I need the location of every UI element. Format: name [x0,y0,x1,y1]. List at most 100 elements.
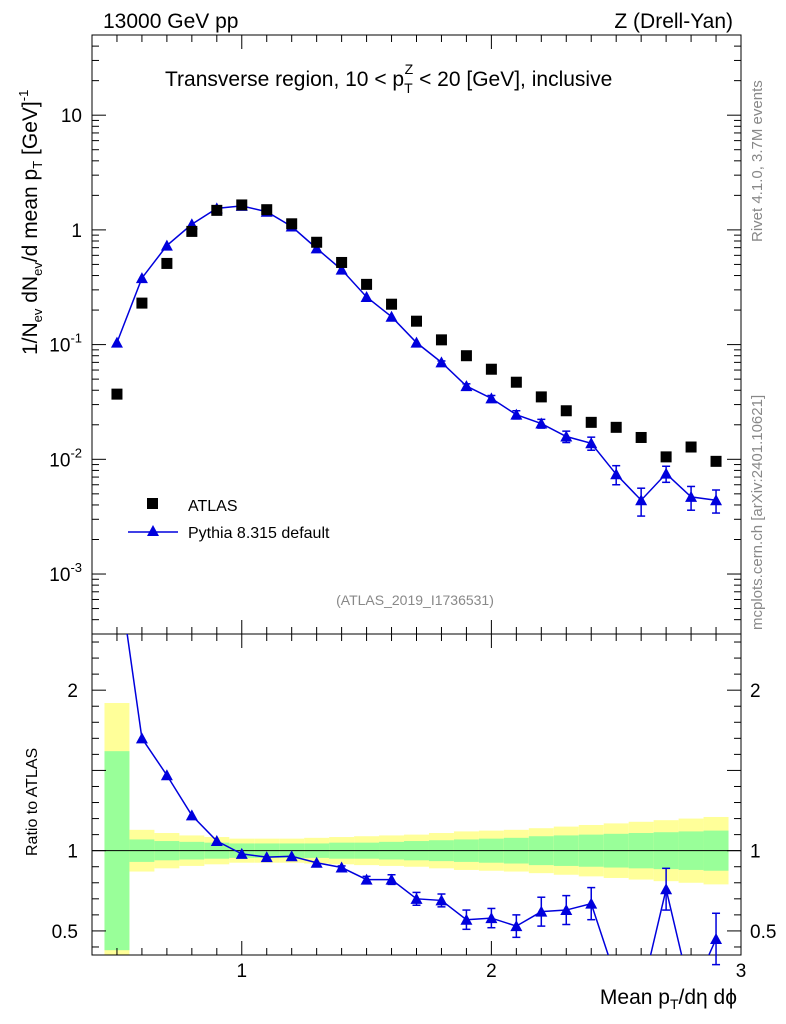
ratio-point [335,861,348,873]
plot-title: Transverse region, 10 < pTZ < 20 [GeV], … [165,61,612,96]
atlas-point [435,334,447,346]
atlas-point [111,388,123,400]
pythia-point [335,263,348,275]
pythia-point [160,239,173,251]
legend-atlas-marker [147,498,158,509]
ratio-point [135,732,148,744]
y-tick-label: 10-1 [49,331,82,357]
pythia-point [660,467,673,479]
pythia-point [385,310,398,322]
ratio-y-tick-label-left: 2 [67,681,78,702]
pythia-line [116,205,717,502]
atlas-point [161,257,173,269]
atlas-point [311,236,323,248]
pythia-point [135,272,148,284]
atlas-point [710,455,722,467]
ratio-point [560,904,573,916]
pythia-point [360,290,373,302]
y-tick-label: 10-3 [49,560,82,586]
ratio-axes: 1 2 30.5 0.51 12 2 [52,35,776,982]
pythia-point [560,430,573,442]
atlas-point [660,451,672,463]
ratio-line [126,634,717,955]
x-tick-label: 3 [736,961,747,982]
ratio-y-axis-label: Ratio to ATLAS [24,748,41,856]
ratio-y-tick-label-left: 1 [67,842,78,863]
ratio-y-tick-label-left: 0.5 [52,922,78,943]
pythia-point [710,494,723,506]
legend-pythia-label: Pythia 8.315 default [188,525,330,542]
pythia-point [110,336,123,348]
ratio-point [585,897,598,909]
atlas-point [560,405,572,417]
atlas-point [361,278,373,290]
main-data-marks [110,199,723,517]
ratio-point [160,769,173,781]
x-tick-label: 1 [236,961,247,982]
ratio-point [210,835,223,847]
header-left: 13000 GeV pp [103,10,238,33]
legend: ATLAS Pythia 8.315 default [128,498,330,542]
ratio-point [235,847,248,859]
atlas-point [186,225,198,237]
pythia-point [585,437,598,449]
x-tick-label: 2 [486,961,497,982]
pythia-point [535,417,548,429]
pythia-point [410,336,423,348]
atlas-point [286,218,298,230]
ratio-point [410,892,423,904]
main-frame [91,34,742,635]
legend-atlas-label: ATLAS [188,498,238,515]
y-tick-label: 10-2 [49,445,82,471]
side-label-rivet: Rivet 4.1.0, 3.7M events [749,80,766,242]
ratio-point [435,894,448,906]
ratio-uncertainty-bands [104,703,729,955]
atlas-point [136,297,148,309]
ratio-frame [91,633,742,956]
ratio-point [260,851,273,863]
atlas-point [460,350,472,362]
pythia-point [435,356,448,368]
pythia-point [485,392,498,404]
ratio-point [485,912,498,924]
ratio-point [710,932,723,944]
atlas-point [685,441,697,453]
ratio-y-tick-label-right: 1 [750,842,761,863]
atlas-point [261,204,273,216]
x-axis-label: Mean pT/dη dϕ [600,986,737,1012]
atlas-point [336,256,348,268]
y-tick-label: 1 [71,221,82,242]
ratio-y-tick-label-right: 2 [750,681,761,702]
atlas-point [211,204,223,216]
header-right: Z (Drell-Yan) [614,10,733,33]
atlas-point [635,431,647,443]
ratio-point [285,850,298,862]
atlas-point [485,363,497,375]
ratio-point [510,920,523,932]
ratio-point [185,809,198,821]
atlas-point [510,376,522,388]
atlas-point [386,298,398,310]
ratio-point [660,883,673,895]
analysis-watermark: (ATLAS_2019_I1736531) [336,592,494,608]
main-axes: 10-3 10-2 10-1 1 10 [49,34,742,635]
atlas-point [236,199,248,211]
ratio-point [310,856,323,868]
atlas-point [610,421,622,433]
ratio-data-marks [126,634,723,966]
pythia-point [460,380,473,392]
pythia-point [610,468,623,480]
atlas-point [411,315,422,327]
pythia-point [510,408,523,420]
pythia-point [635,494,648,506]
ratio-point [460,913,473,925]
main-y-axis-label: 1/Nev dNev/d mean pT [GeV]-1 [16,90,45,355]
pythia-point [310,242,323,254]
ratio-y-tick-label-right: 0.5 [750,922,776,943]
pythia-point [685,490,698,502]
atlas-point [535,391,547,403]
side-label-mcplots: mcplots.cern.ch [arXiv:2401.10621] [749,395,766,630]
legend-pythia-marker [147,525,159,536]
y-tick-label: 10 [61,106,82,127]
